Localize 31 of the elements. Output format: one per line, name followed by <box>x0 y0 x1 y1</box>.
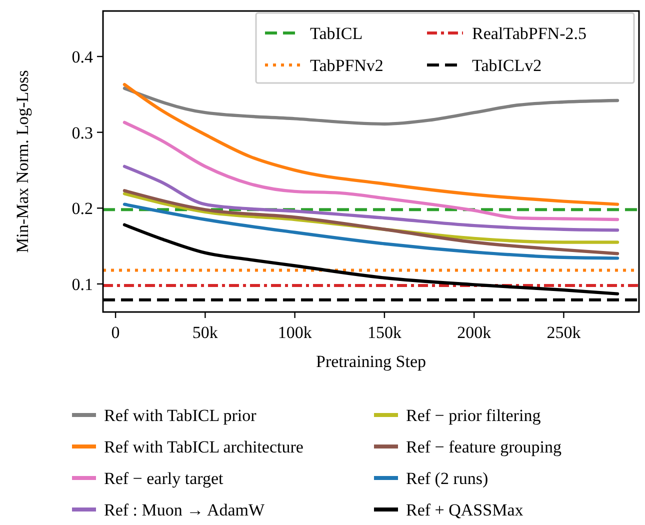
line-series <box>122 86 620 126</box>
line-series <box>122 120 620 222</box>
legend-label: RealTabPFN-2.5 <box>472 24 586 43</box>
legend-label: TabICL <box>310 24 363 43</box>
legend-label: Ref + QASSMax <box>406 500 524 520</box>
legend-label: Ref − early target <box>104 468 224 488</box>
legend-label: Ref − prior filtering <box>406 406 542 425</box>
y-tick-label: 0.1 <box>72 274 93 294</box>
y-tick-label: 0.2 <box>72 199 93 218</box>
line-series <box>122 164 620 232</box>
line-series <box>122 189 620 256</box>
x-tick-label: 100k <box>278 323 312 342</box>
line-series <box>122 202 620 260</box>
x-tick-label: 200k <box>457 323 492 342</box>
x-tick-label: 0 <box>111 323 120 342</box>
legend-label: Ref (2 runs) <box>406 468 488 488</box>
legend-label: Ref with TabICL prior <box>104 406 257 425</box>
x-axis-title: Pretraining Step <box>316 352 426 371</box>
line-series <box>122 82 620 206</box>
x-tick-label: 50k <box>192 323 218 342</box>
y-tick-label: 0.3 <box>72 123 93 142</box>
legend-label: Ref − feature grouping <box>406 437 562 456</box>
y-axis-title: Min-Max Norm. Log-Loss <box>13 70 32 253</box>
x-tick-label: 150k <box>367 323 402 342</box>
legend-label: TabPFNv2 <box>310 56 384 75</box>
x-tick-label: 250k <box>546 323 582 342</box>
line-series <box>122 223 620 296</box>
legend-label: Ref : Muon → AdamW <box>104 500 266 520</box>
legend-label: TabICLv2 <box>472 56 542 75</box>
legend-label: Ref with TabICL architecture <box>104 437 304 456</box>
y-tick-label: 0.4 <box>72 47 94 66</box>
